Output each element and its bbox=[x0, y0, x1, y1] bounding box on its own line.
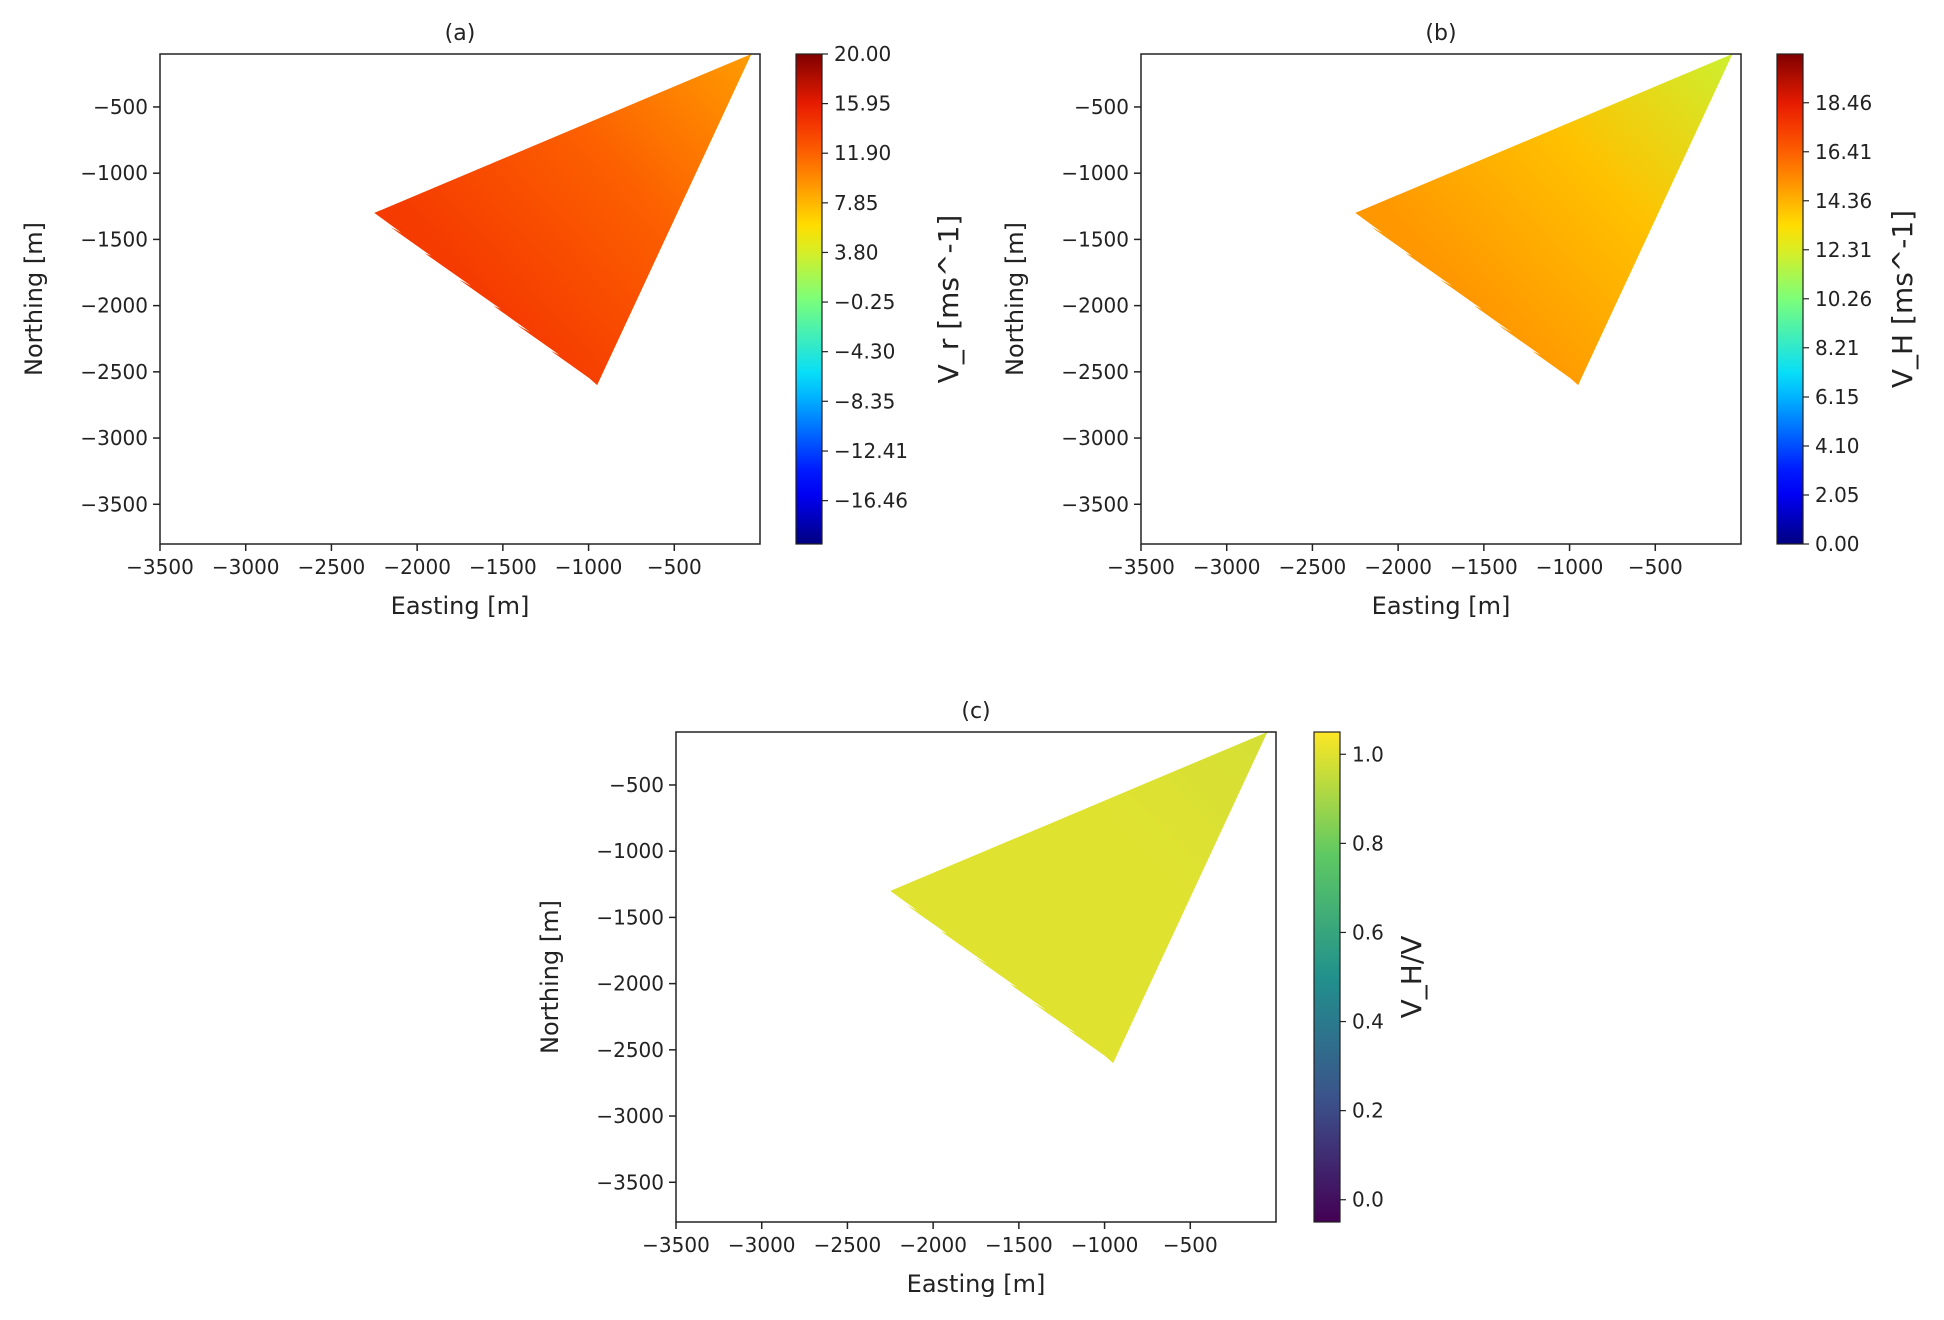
panel-c-colorbar-tick-label: 0.0 bbox=[1352, 1188, 1384, 1212]
panel-c: (c) −3500 −3000 −2500 −2000 −1500 −1000 −500 −5… bbox=[536, 699, 1428, 1298]
panel-a-ytick-label: −1000 bbox=[80, 161, 148, 185]
panel-b-colorbar-tick-label: 18.46 bbox=[1815, 91, 1872, 115]
panel-a-colorbar-tick-label: 3.80 bbox=[834, 240, 879, 264]
panel-b-xtick-label: −3000 bbox=[1193, 555, 1261, 579]
panel-a-xtick-label: −2000 bbox=[383, 555, 451, 579]
panel-b-xlabel: Easting [m] bbox=[1372, 592, 1511, 620]
panel-c-xtick-label: −1000 bbox=[1071, 1233, 1139, 1257]
panel-b-colorbar-label: V_H [ms^-1] bbox=[1886, 210, 1919, 388]
panel-c-ytick-label: −1000 bbox=[596, 839, 664, 863]
panel-a-ytick-label: −3000 bbox=[80, 426, 148, 450]
panel-a-xtick-label: −1000 bbox=[555, 555, 623, 579]
panel-c-xtick-label: −500 bbox=[1163, 1233, 1218, 1257]
panel-c-axes-frame bbox=[675, 731, 1277, 1223]
panel-a-colorbar-tick-label: 11.90 bbox=[834, 141, 891, 165]
panel-b-ytick-label: −1000 bbox=[1061, 161, 1129, 185]
panel-b-xtick-label: −1000 bbox=[1536, 555, 1604, 579]
panel-a-xtick-label: −3500 bbox=[126, 555, 194, 579]
panel-c-colorbar-tick-label: 1.0 bbox=[1352, 742, 1384, 766]
panel-b-colorbar-tick-label: 6.15 bbox=[1815, 385, 1860, 409]
panel-c-xtick-label: −2500 bbox=[814, 1233, 882, 1257]
panel-c-xtick-label: −3000 bbox=[728, 1233, 796, 1257]
panel-b-ytick-label: −1500 bbox=[1061, 227, 1129, 251]
panel-a-ytick-label: −2000 bbox=[80, 294, 148, 318]
panel-c-colorbar-tick-label: 0.6 bbox=[1352, 920, 1384, 944]
panel-a-xtick-label: −1500 bbox=[469, 555, 537, 579]
panel-c-xtick-label: −1500 bbox=[985, 1233, 1053, 1257]
panel-b-ytick-label: −500 bbox=[1074, 95, 1129, 119]
panel-a-colorbar-tick-label: −8.35 bbox=[834, 389, 895, 413]
panel-b-ytick-label: −2500 bbox=[1061, 360, 1129, 384]
panel-a-colorbar-tick-label: −12.41 bbox=[834, 439, 908, 463]
panel-a-scan-sector bbox=[374, 54, 752, 386]
panel-a-ytick-label: −2500 bbox=[80, 360, 148, 384]
panel-a-colorbar-tick-label: 7.85 bbox=[834, 191, 879, 215]
panel-a-colorbar-label: V_r [ms^-1] bbox=[932, 215, 965, 384]
panel-a-ytick-label: −500 bbox=[93, 95, 148, 119]
panel-a-xtick-label: −500 bbox=[647, 555, 702, 579]
panel-b-colorbar-tick-label: 0.00 bbox=[1815, 532, 1860, 556]
panel-a-xlabel: Easting [m] bbox=[391, 592, 530, 620]
panel-b-scan-sector bbox=[1355, 54, 1733, 386]
panel-b-colorbar-tick-label: 10.26 bbox=[1815, 287, 1872, 311]
panel-b-colorbar-tick-label: 4.10 bbox=[1815, 434, 1860, 458]
panel-b: (b) −3500 −3000 −2500 −2000 −1500 −1000 −500 −5… bbox=[1001, 21, 1919, 620]
panel-a-colorbar-tick-label: 15.95 bbox=[834, 92, 891, 116]
panel-c-ytick-label: −2000 bbox=[596, 972, 664, 996]
panel-c-scan-sector bbox=[890, 732, 1268, 1064]
panel-c-ytick-label: −3500 bbox=[596, 1170, 664, 1194]
panel-b-ylabel: Northing [m] bbox=[1001, 222, 1029, 376]
panel-b-xtick-label: −3500 bbox=[1107, 555, 1175, 579]
panel-c-colorbar-tick-label: 0.4 bbox=[1352, 1010, 1384, 1034]
panel-b-title: (b) bbox=[1425, 21, 1456, 46]
panel-a-axes-frame bbox=[159, 53, 761, 545]
panel-b-ytick-label: −2000 bbox=[1061, 294, 1129, 318]
panel-b-colorbar-tick-label: 14.36 bbox=[1815, 189, 1872, 213]
panel-c-xtick-label: −2000 bbox=[899, 1233, 967, 1257]
panel-c-title: (c) bbox=[961, 699, 990, 724]
panel-b-xtick-label: −2000 bbox=[1364, 555, 1432, 579]
panel-a-title: (a) bbox=[445, 21, 476, 46]
panel-b-colorbar-tick-label: 8.21 bbox=[1815, 336, 1860, 360]
panel-a-xtick-label: −2500 bbox=[298, 555, 366, 579]
panel-b-colorbar-tick-label: 16.41 bbox=[1815, 140, 1872, 164]
panel-b-axes-frame bbox=[1140, 53, 1742, 545]
panel-a-colorbar bbox=[795, 53, 823, 545]
panel-c-colorbar-tick-label: 0.8 bbox=[1352, 831, 1384, 855]
panel-b-xtick-label: −2500 bbox=[1279, 555, 1347, 579]
panel-c-ytick-label: −2500 bbox=[596, 1038, 664, 1062]
panel-c-colorbar-tick-label: 0.2 bbox=[1352, 1099, 1384, 1123]
panel-c-ylabel: Northing [m] bbox=[536, 900, 564, 1054]
panel-b-colorbar-tick-label: 2.05 bbox=[1815, 483, 1860, 507]
panel-a-colorbar-tick-label: −0.25 bbox=[834, 290, 895, 314]
panel-c-ytick-label: −1500 bbox=[596, 905, 664, 929]
panel-a-ylabel: Northing [m] bbox=[20, 222, 48, 376]
panel-c-colorbar-label: V_H/V bbox=[1395, 936, 1428, 1019]
panel-b-colorbar-tick-label: 12.31 bbox=[1815, 238, 1872, 262]
panel-a-colorbar-tick-label: −16.46 bbox=[834, 489, 908, 513]
panel-b-xtick-label: −500 bbox=[1628, 555, 1683, 579]
panel-a-ytick-label: −1500 bbox=[80, 227, 148, 251]
panel-a-ytick-label: −3500 bbox=[80, 492, 148, 516]
panel-b-xtick-label: −1500 bbox=[1450, 555, 1518, 579]
panel-b-ytick-label: −3000 bbox=[1061, 426, 1129, 450]
panel-a-xtick-label: −3000 bbox=[212, 555, 280, 579]
panel-c-xlabel: Easting [m] bbox=[907, 1270, 1046, 1298]
panel-a-colorbar-tick-label: 20.00 bbox=[834, 42, 891, 66]
panel-c-xtick-label: −3500 bbox=[642, 1233, 710, 1257]
panel-c-ytick-label: −3000 bbox=[596, 1104, 664, 1128]
panel-a-colorbar-tick-label: −4.30 bbox=[834, 340, 895, 364]
panel-c-ytick-label: −500 bbox=[609, 773, 664, 797]
panel-b-colorbar bbox=[1776, 53, 1804, 545]
panel-c-colorbar bbox=[1313, 731, 1341, 1223]
panel-b-ytick-label: −3500 bbox=[1061, 492, 1129, 516]
panel-a: (a) −3500 −3000 −2500 −2000 −1500 −1000 −500 −5… bbox=[20, 21, 965, 620]
